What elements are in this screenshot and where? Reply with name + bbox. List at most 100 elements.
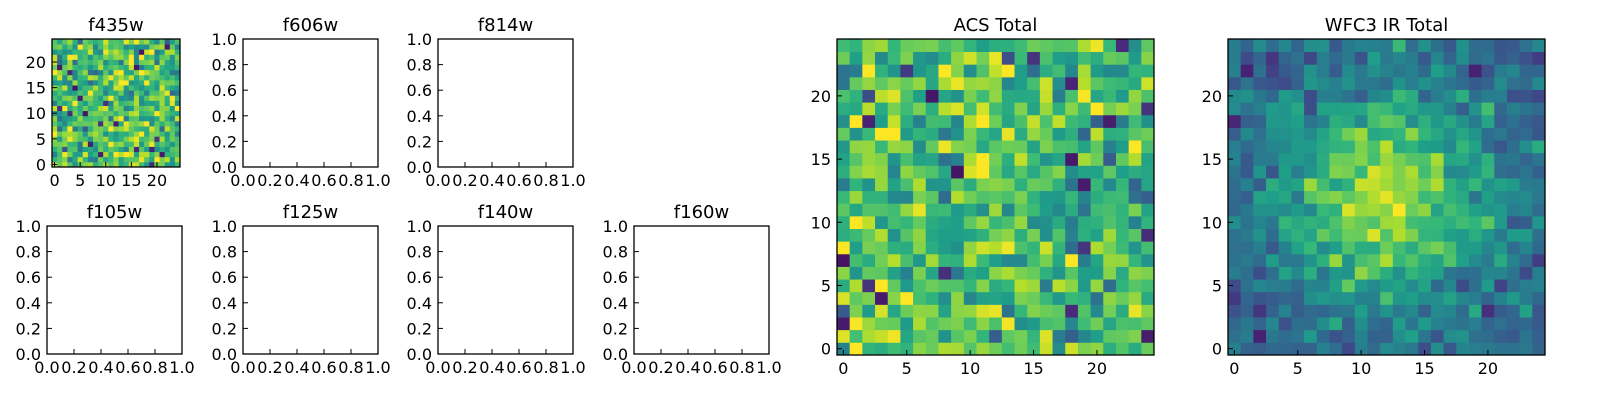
heatmap-cell [849,291,863,305]
heatmap-cell [1001,317,1015,331]
heatmap-cell [989,165,1003,179]
heatmap-cell [164,44,171,50]
heatmap-cell [1253,253,1267,267]
x-tick-label: 0.0 [621,358,646,377]
heatmap-cell [989,152,1003,166]
heatmap-cell [875,304,889,318]
heatmap-cell [108,136,114,142]
heatmap-acs-total [837,39,1155,356]
heatmap-cell [862,152,876,166]
x-tick-label: 0.4 [284,171,309,190]
heatmap-cell [1278,266,1292,280]
heatmap-cell [1052,215,1066,229]
heatmap-cell [87,136,94,142]
heatmap-cell [72,146,78,153]
heatmap-cell [1443,215,1457,229]
heatmap-cell [133,141,140,147]
y-tick-label: 0.6 [212,81,237,100]
heatmap-cell [862,241,876,255]
heatmap-cell [1240,102,1254,116]
heatmap-cell [837,317,851,331]
heatmap-cell [1304,253,1318,267]
heatmap-cell [1329,64,1343,78]
y-tick-label: 0.8 [212,243,237,262]
heatmap-cell [1266,127,1280,141]
heatmap-cell [1090,228,1104,242]
heatmap-cell [1253,178,1267,192]
heatmap-cell [52,74,58,81]
heatmap-cell [913,152,927,166]
heatmap-cell [57,110,63,117]
heatmap-cell [1014,279,1028,293]
heatmap-cell [1468,140,1482,154]
heatmap-cell [1027,127,1041,141]
heatmap-cell [1278,228,1292,242]
heatmap-cell [1519,178,1533,192]
heatmap-cell [913,140,927,154]
y-tick-label: 0.2 [212,319,237,338]
heatmap-cell [1392,228,1406,242]
heatmap-cell [154,126,160,132]
heatmap-cell [1304,190,1318,204]
heatmap-cell [123,74,130,81]
heatmap-cell [913,39,927,53]
heatmap-cell [1367,304,1381,318]
heatmap-cell [1077,114,1091,128]
heatmap-cell [1468,279,1482,293]
heatmap-cell [1077,76,1091,90]
heatmap-cell [1039,140,1053,154]
heatmap-cell [1027,152,1041,166]
heatmap-cell [1342,317,1356,331]
heatmap-cell [77,85,84,91]
heatmap-cell [1405,102,1419,116]
heatmap-cell [900,114,914,128]
heatmap-cell [174,120,181,127]
heatmap-cell [989,317,1003,331]
heatmap-cell [1014,89,1028,103]
heatmap-cell [1392,304,1406,318]
heatmap-cell [951,329,965,343]
heatmap-cell [98,54,104,60]
y-tick-label: 10 [811,213,831,232]
heatmap-cell [1380,140,1394,154]
heatmap-cell [174,54,181,60]
y-tick-label: 5 [821,276,831,295]
heatmap-cell [103,151,109,158]
heatmap-cell [925,152,939,166]
heatmap-cell [1077,241,1091,255]
heatmap-cell [1430,51,1444,65]
heatmap-cell [1532,114,1546,128]
heatmap-cell [938,329,952,343]
heatmap-cell [951,266,965,280]
heatmap-cell [113,64,119,71]
heatmap-cell [1001,165,1015,179]
heatmap-cell [837,102,851,116]
heatmap-cell [1430,89,1444,103]
heatmap-cell [900,317,914,331]
heatmap-cell [1103,89,1117,103]
heatmap-cell [837,279,851,293]
heatmap-cell [144,120,150,127]
heatmap-cell [925,190,939,204]
x-tick-label: 15 [1023,359,1043,378]
heatmap-cell [1014,114,1028,128]
heatmap-cell [938,241,952,255]
heatmap-cell [1468,152,1482,166]
heatmap-cell [123,151,130,158]
heatmap-cell [1532,76,1546,90]
heatmap-cell [57,54,63,60]
heatmap-cell [1128,39,1142,53]
heatmap-cell [169,85,176,91]
heatmap-cell [900,266,914,280]
heatmap-cell [837,127,851,141]
heatmap-cell [1228,253,1242,267]
heatmap-cell [1001,304,1015,318]
heatmap-cell [1077,102,1091,116]
heatmap-cell [1392,165,1406,179]
heatmap-cell [1077,178,1091,192]
heatmap-cell [1430,329,1444,343]
heatmap-cell [77,100,84,106]
heatmap-cell [887,39,901,53]
heatmap-cell [1266,140,1280,154]
heatmap-cell [1456,241,1470,255]
